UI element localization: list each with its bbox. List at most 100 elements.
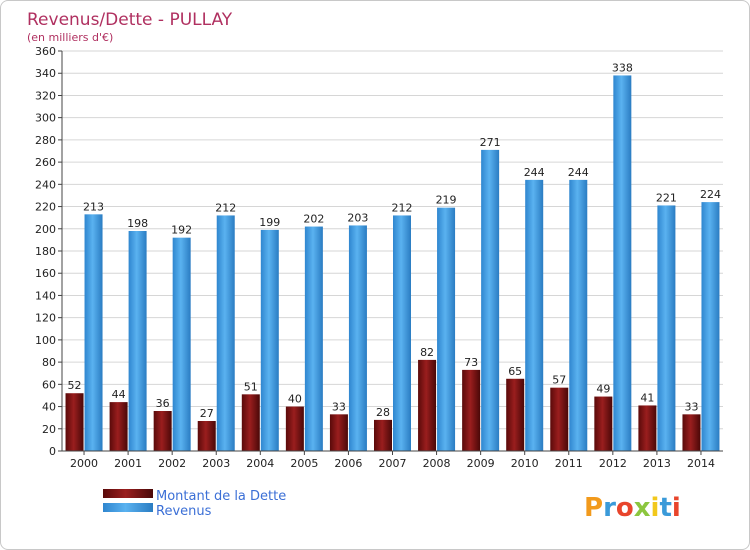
value-label-dette: 27 xyxy=(200,407,214,420)
value-label-revenus: 219 xyxy=(436,194,457,207)
x-tick-label: 2007 xyxy=(379,457,407,470)
x-tick-label: 2003 xyxy=(202,457,230,470)
legend-swatch-debt xyxy=(103,489,153,498)
logo-letter: t xyxy=(659,493,671,523)
y-tick-label: 140 xyxy=(35,289,56,302)
x-tick-label: 2008 xyxy=(423,457,451,470)
bar-revenus xyxy=(657,205,676,451)
value-label-revenus: 221 xyxy=(656,191,677,204)
bar-revenus xyxy=(128,231,147,451)
x-tick-label: 2005 xyxy=(290,457,318,470)
value-label-revenus: 213 xyxy=(83,200,104,213)
y-tick-label: 260 xyxy=(35,156,56,169)
value-label-dette: 52 xyxy=(68,379,82,392)
y-tick-label: 20 xyxy=(42,423,56,436)
x-tick-label: 2014 xyxy=(687,457,715,470)
bar-dette xyxy=(329,414,348,451)
y-tick-label: 200 xyxy=(35,223,56,236)
bar-revenus xyxy=(172,237,191,451)
value-label-dette: 57 xyxy=(552,374,566,387)
y-tick-label: 180 xyxy=(35,245,56,258)
value-label-revenus: 244 xyxy=(568,166,589,179)
value-label-revenus: 224 xyxy=(700,188,721,201)
legend-label-debt: Montant de la Dette xyxy=(156,489,286,504)
x-tick-label: 2002 xyxy=(158,457,186,470)
bar-revenus xyxy=(304,226,323,451)
x-tick-label: 2012 xyxy=(599,457,627,470)
x-tick-label: 2001 xyxy=(114,457,142,470)
value-label-dette: 65 xyxy=(508,365,522,378)
y-tick-label: 240 xyxy=(35,178,56,191)
value-label-dette: 28 xyxy=(376,406,390,419)
value-label-revenus: 198 xyxy=(127,217,148,230)
y-tick-label: 340 xyxy=(35,67,56,80)
y-tick-label: 0 xyxy=(49,445,56,458)
value-label-revenus: 212 xyxy=(392,201,413,214)
logo-letter: P xyxy=(584,493,603,523)
bar-dette xyxy=(374,419,392,451)
y-tick-label: 220 xyxy=(35,201,56,214)
value-label-revenus: 271 xyxy=(480,136,501,149)
legend: Montant de la Dette Revenus xyxy=(103,489,286,519)
bar-revenus xyxy=(84,214,103,451)
bar-revenus xyxy=(348,225,367,451)
y-tick-label: 300 xyxy=(35,112,56,125)
value-label-dette: 44 xyxy=(112,388,126,401)
axes: 0204060801001201401601802002202402602803… xyxy=(35,45,723,470)
bar-dette xyxy=(550,387,569,451)
legend-label-revenus: Revenus xyxy=(156,504,212,519)
bar-revenus xyxy=(437,207,456,451)
legend-swatch-revenus xyxy=(103,503,153,512)
bar-revenus xyxy=(393,215,411,451)
bar-dette xyxy=(109,402,128,451)
value-label-dette: 73 xyxy=(464,356,478,369)
value-label-revenus: 202 xyxy=(303,213,324,226)
x-tick-label: 2011 xyxy=(555,457,583,470)
bar-revenus xyxy=(613,75,632,451)
bar-dette xyxy=(638,405,657,451)
bar-revenus xyxy=(569,179,588,451)
logo-letter: o xyxy=(616,493,634,523)
bar-dette xyxy=(153,411,172,451)
x-tick-label: 2006 xyxy=(334,457,362,470)
y-tick-label: 160 xyxy=(35,267,56,280)
logo-letter: x xyxy=(634,493,651,523)
y-tick-label: 100 xyxy=(35,334,56,347)
x-tick-label: 2004 xyxy=(246,457,274,470)
value-label-dette: 51 xyxy=(244,380,258,393)
bar-dette xyxy=(65,393,84,451)
value-label-dette: 41 xyxy=(640,391,654,404)
value-label-revenus: 244 xyxy=(524,166,545,179)
logo-letter: i xyxy=(651,493,660,523)
y-tick-label: 80 xyxy=(42,356,56,369)
value-label-revenus: 199 xyxy=(259,216,280,229)
x-tick-label: 2013 xyxy=(643,457,671,470)
value-label-dette: 40 xyxy=(288,393,302,406)
proxiti-logo: Proxiti xyxy=(584,493,681,523)
bar-revenus xyxy=(216,215,235,451)
bar-dette xyxy=(506,378,525,451)
y-tick-label: 280 xyxy=(35,134,56,147)
y-tick-label: 120 xyxy=(35,312,56,325)
bars: 52 213 44 198 36 192 27 212 51 199 40 202 33 203 28 212… xyxy=(65,61,721,451)
value-label-dette: 36 xyxy=(156,397,170,410)
proxiti-logo-text: Proxiti xyxy=(584,493,681,523)
logo-letter: i xyxy=(672,493,681,523)
value-label-dette: 49 xyxy=(596,383,610,396)
bar-revenus xyxy=(481,149,500,451)
x-tick-label: 2009 xyxy=(467,457,495,470)
value-label-revenus: 192 xyxy=(171,224,192,237)
bar-dette xyxy=(418,359,437,451)
value-label-revenus: 338 xyxy=(612,61,633,74)
value-label-dette: 82 xyxy=(420,346,434,359)
x-tick-label: 2010 xyxy=(511,457,539,470)
value-label-revenus: 212 xyxy=(215,201,236,214)
x-tick-label: 2000 xyxy=(70,457,98,470)
bar-dette xyxy=(594,396,613,451)
value-label-dette: 33 xyxy=(332,400,346,413)
bar-dette xyxy=(197,421,216,451)
y-tick-label: 40 xyxy=(42,401,56,414)
bar-revenus xyxy=(525,179,544,451)
bar-dette xyxy=(241,394,260,451)
